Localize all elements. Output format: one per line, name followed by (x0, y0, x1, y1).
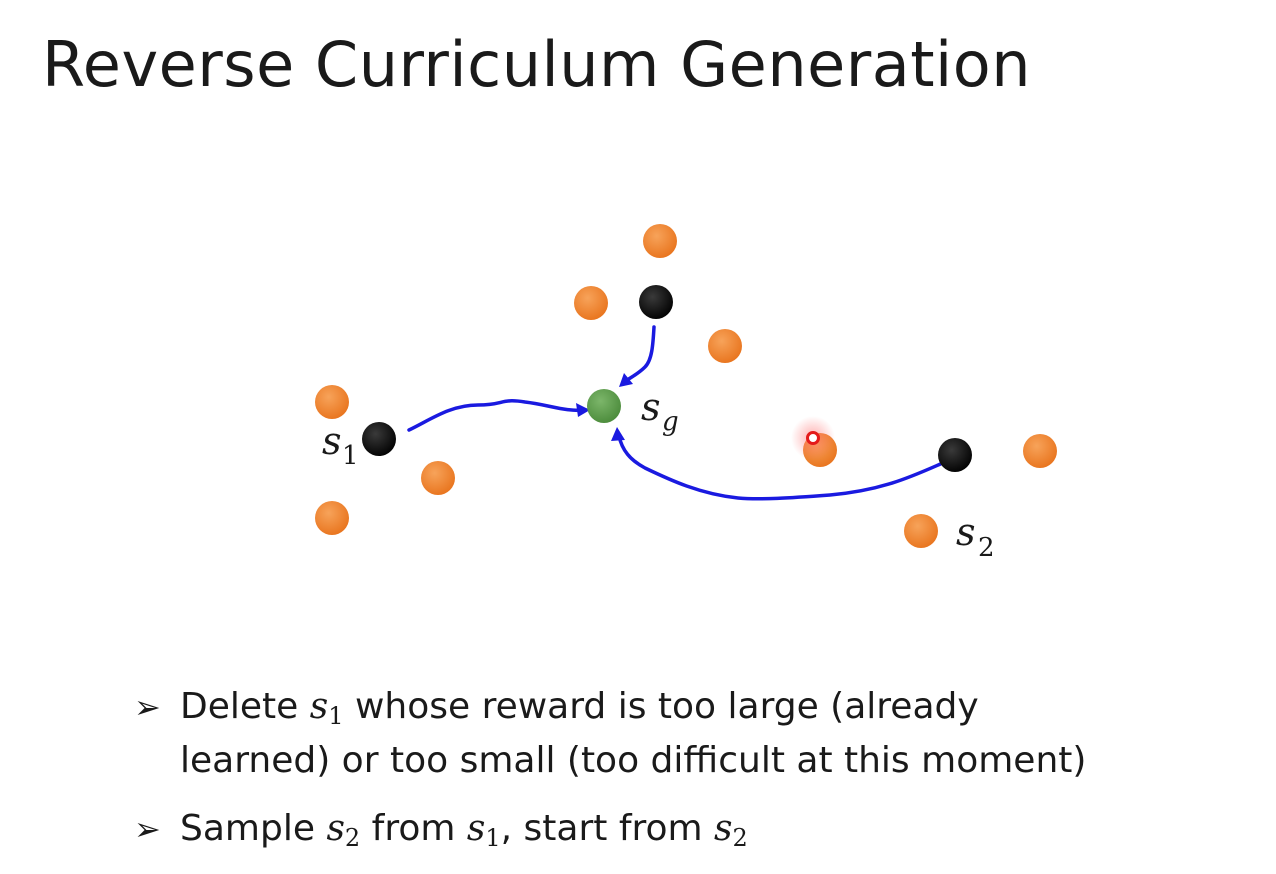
label-s1: s 1 (322, 419, 359, 471)
math-subscript: 1 (485, 824, 501, 852)
math-variable: s1 (466, 808, 501, 852)
svg-text:g: g (662, 407, 679, 437)
arrowhead (619, 373, 633, 387)
text-run: , start from (500, 808, 715, 849)
text-run: from (360, 808, 467, 849)
orange-state-dot (574, 286, 608, 320)
bullet-arrow-icon: ➢ (134, 688, 161, 726)
bullet-list: ➢ Delete s1 whose reward is too large (a… (134, 680, 1214, 856)
text-run: Delete (180, 686, 310, 727)
trajectory-top-to-sg (622, 325, 656, 384)
arrowhead (611, 427, 625, 441)
slide-title: Reverse Curriculum Generation (42, 28, 1032, 101)
svg-text:s: s (641, 385, 661, 429)
orange-state-dot (904, 514, 938, 548)
orange-state-dot (643, 224, 677, 258)
math-subscript: 2 (732, 824, 748, 852)
text-run: whose reward is too large (already (343, 686, 979, 727)
orange-state-dot (315, 385, 349, 419)
text-run: Sample (180, 808, 327, 849)
orange-state-dot (315, 501, 349, 535)
bullet-text: Delete s1 whose reward is too large (alr… (180, 686, 1086, 781)
svg-text:s: s (956, 510, 976, 554)
math-variable: s2 (326, 808, 361, 852)
label-sg: s g (641, 385, 679, 437)
orange-state-dot (421, 461, 455, 495)
svg-text:2: 2 (978, 533, 995, 563)
bullet-item-sample: ➢ Sample s2 from s1, start from s2 (134, 802, 1214, 856)
bullet-item-delete: ➢ Delete s1 whose reward is too large (a… (134, 680, 1214, 788)
orange-state-dot (708, 329, 742, 363)
orange-state-dot (1023, 434, 1057, 468)
svg-text:1: 1 (342, 441, 359, 471)
text-run: learned) or too small (too difficult at … (180, 740, 1087, 781)
arrowhead (576, 403, 590, 417)
goal-state-dot (587, 389, 621, 423)
math-variable: s1 (309, 686, 344, 730)
start-state-dot-s2 (938, 438, 972, 472)
math-variable: s2 (714, 808, 748, 852)
bullet-arrow-icon: ➢ (134, 810, 161, 848)
trajectory-s1-to-sg (407, 399, 588, 432)
start-state-dot-s1 (362, 422, 396, 456)
math-subscript: 2 (344, 824, 361, 852)
pointer-dot (806, 431, 820, 445)
svg-text:s: s (322, 419, 342, 463)
label-s2: s 2 (956, 510, 995, 563)
start-state-dot (639, 285, 673, 319)
trajectory-s2-to-sg (617, 434, 947, 501)
math-subscript: 1 (328, 702, 344, 730)
bullet-text: Sample s2 from s1, start from s2 (180, 808, 748, 852)
